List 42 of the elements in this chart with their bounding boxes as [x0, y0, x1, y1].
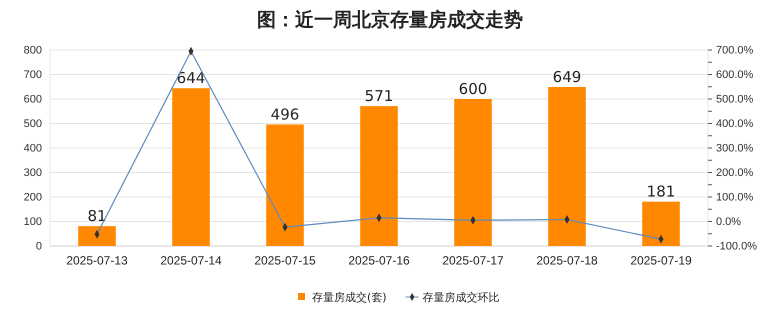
x-tick-label: 2025-07-16: [348, 254, 410, 268]
data-label: 649: [552, 68, 582, 86]
data-label: 181: [646, 182, 676, 201]
x-tick-label: 2025-07-18: [536, 254, 598, 268]
x-tick-label: 2025-07-14: [160, 254, 222, 268]
y2-tick-label: 700.0%: [716, 44, 754, 57]
y-tick-label: 600: [24, 94, 42, 106]
bar: [78, 226, 116, 246]
y-tick-label: 200: [24, 192, 42, 204]
bar: [548, 86, 586, 246]
x-tick-label: 2025-07-15: [254, 254, 316, 268]
y2-tick-label: 300.0%: [716, 142, 754, 155]
bar: [266, 124, 304, 246]
y-tick-label: 300: [24, 167, 42, 180]
y-tick-label: 100: [24, 216, 42, 228]
y2-tick-label: 400.0%: [716, 118, 754, 130]
bar: [172, 88, 210, 246]
bar: [642, 202, 680, 246]
y2-tick-label: 200.0%: [716, 167, 754, 180]
bar: [360, 106, 398, 246]
y2-tick-label: 500.0%: [716, 94, 754, 106]
x-tick-label: 2025-07-19: [630, 254, 692, 268]
data-label: 600: [458, 80, 488, 98]
y2-tick-label: 100.0%: [716, 192, 754, 204]
legend-label: 存量房成交(套): [312, 291, 387, 304]
y-tick-label: 400: [24, 142, 42, 155]
x-tick-label: 2025-07-17: [442, 254, 504, 268]
y2-tick-label: 0.0%: [716, 216, 742, 228]
y-tick-label: 500: [24, 118, 42, 130]
y-tick-label: 700: [24, 69, 42, 82]
legend-label: 存量房成交环比: [422, 291, 500, 304]
y2-tick-label: 600.0%: [716, 69, 754, 82]
y-tick-label: 800: [24, 44, 42, 57]
chart-title: 图：近一周北京存量房成交走势: [257, 9, 523, 31]
y-tick-label: 0: [36, 240, 42, 253]
data-label: 81: [87, 207, 107, 226]
data-label: 644: [176, 69, 206, 88]
data-label: 496: [270, 105, 300, 124]
data-label: 571: [364, 87, 394, 106]
y2-tick-label: -100.0%: [716, 240, 758, 253]
x-tick-label: 2025-07-13: [66, 254, 128, 268]
bar: [454, 99, 492, 246]
